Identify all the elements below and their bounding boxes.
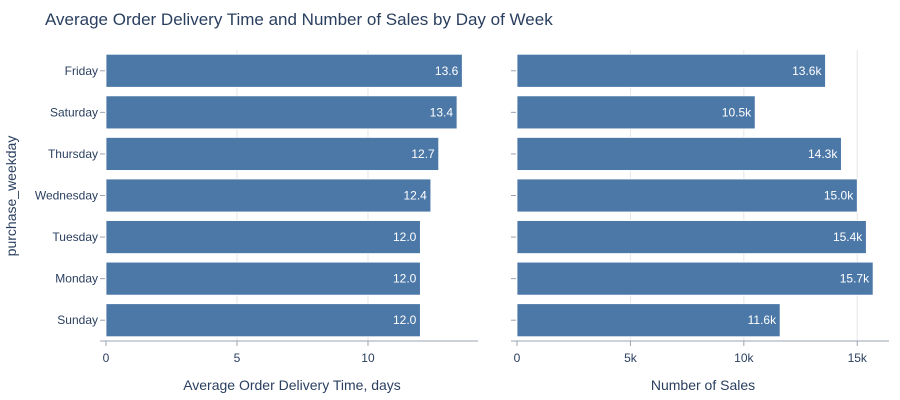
category-label: Sunday [57, 313, 98, 327]
bar-tuesday [516, 220, 867, 254]
chart-title: Average Order Delivery Time and Number o… [45, 10, 553, 29]
data-label: 12.7 [411, 147, 435, 161]
data-label: 15.0k [824, 189, 854, 203]
bar-wednesday [105, 178, 432, 213]
data-label: 13.6 [435, 64, 459, 78]
category-label: Saturday [50, 105, 98, 119]
data-label: 13.6k [792, 64, 822, 78]
x-axis-title: Number of Sales [651, 377, 755, 393]
category-label: Friday [65, 64, 98, 78]
category-label: Tuesday [52, 230, 98, 244]
category-label: Wednesday [35, 189, 98, 203]
category-label: Monday [55, 272, 98, 286]
bar-thursday [516, 137, 842, 171]
data-label: 12.0 [393, 313, 417, 327]
bar-saturday [105, 95, 458, 130]
x-axis-title: Average Order Delivery Time, days [183, 377, 401, 393]
x-tick-label: 10 [361, 351, 375, 365]
bar-monday [105, 261, 421, 296]
data-label: 12.0 [393, 272, 417, 286]
y-axis-title: purchase_weekday [3, 136, 19, 257]
data-label: 15.7k [840, 272, 870, 286]
bar-friday [105, 53, 463, 88]
data-label: 11.6k [748, 313, 777, 327]
data-label: 12.4 [403, 189, 427, 203]
bar-sunday [516, 303, 781, 338]
data-label: 14.3k [808, 147, 838, 161]
bar-sunday [105, 303, 421, 338]
bar-thursday [105, 137, 440, 171]
bar-saturday [516, 95, 756, 130]
data-label: 15.4k [833, 230, 863, 244]
x-tick-label: 15k [848, 351, 868, 365]
bar-monday [516, 261, 874, 296]
category-label: Thursday [48, 147, 98, 161]
x-tick-label: 0 [514, 351, 521, 365]
x-tick-label: 0 [103, 351, 110, 365]
sales-count-panel: 13.6k 10.5k 14.3k 15.0k 15.4k 15.7k 11.6k 0 5k 10… [511, 50, 889, 393]
data-label: 13.4 [430, 105, 454, 119]
data-label: 10.5k [722, 105, 752, 119]
bar-wednesday [516, 178, 858, 213]
x-tick-label: 10k [734, 351, 754, 365]
delivery-time-panel: 13.6 Friday 13.4 Saturday 12.7 Thursday 12.4 We… [35, 50, 478, 393]
bar-friday [516, 53, 826, 88]
x-tick-label: 5k [624, 351, 638, 365]
data-label: 12.0 [393, 230, 417, 244]
bar-tuesday [105, 220, 421, 254]
x-tick-label: 5 [234, 351, 241, 365]
